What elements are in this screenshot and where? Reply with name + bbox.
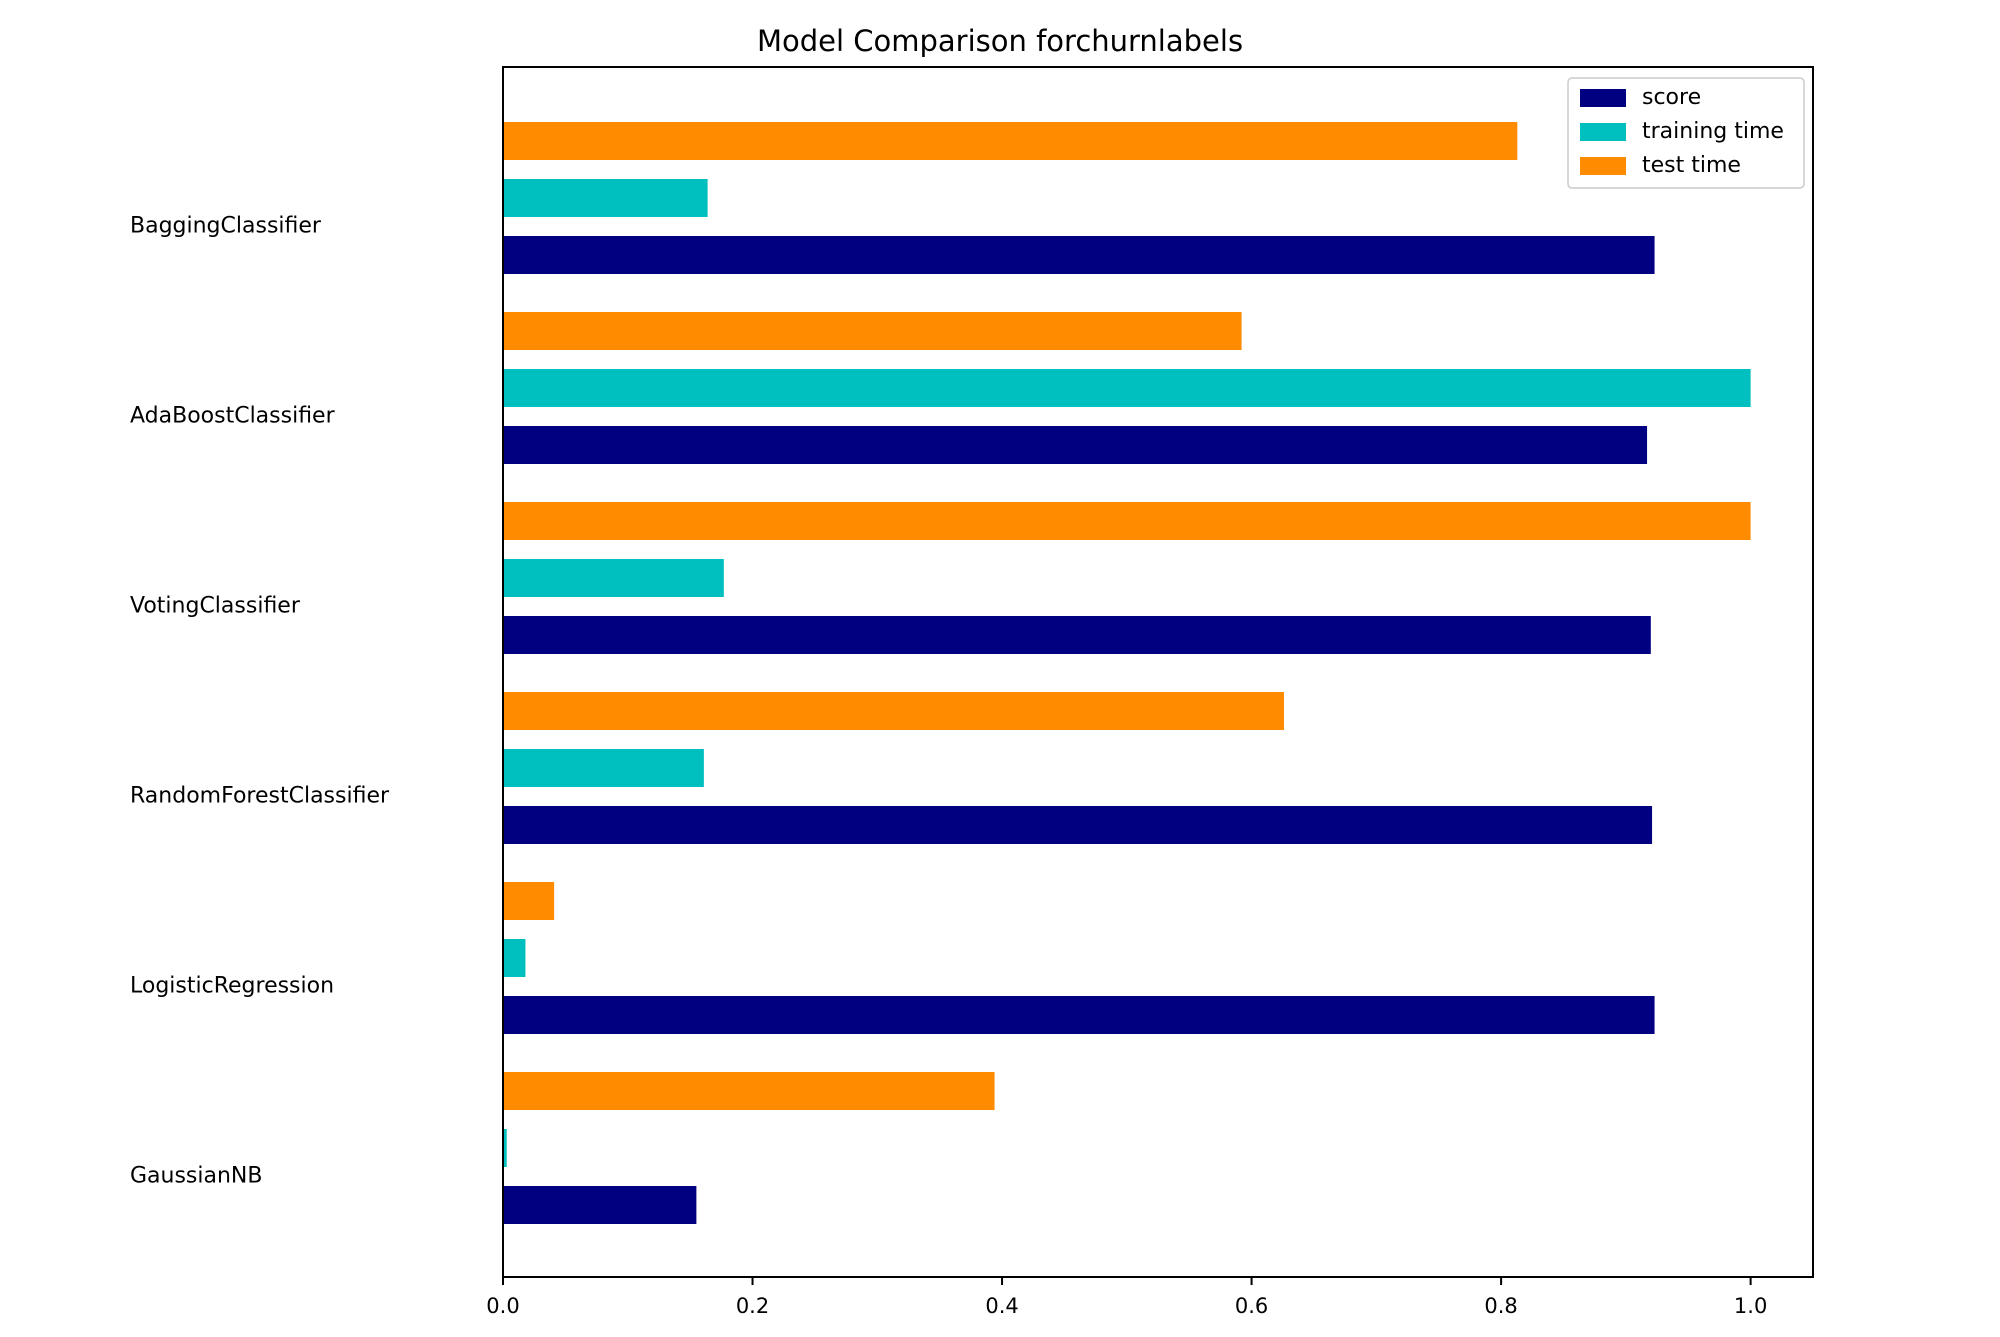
- bar-VotingClassifier-score: [503, 616, 1651, 654]
- legend-swatch-training-time: [1580, 123, 1626, 141]
- bar-GaussianNB-test-time: [503, 1072, 995, 1110]
- bar-AdaBoostClassifier-training-time: [503, 369, 1751, 407]
- legend-label-training-time: training time: [1642, 119, 1784, 144]
- legend-swatch-test-time: [1580, 157, 1626, 175]
- bar-RandomForestClassifier-test-time: [503, 692, 1285, 730]
- legend-label-score: score: [1642, 85, 1701, 110]
- y-tick-label: RandomForestClassifier: [130, 784, 390, 809]
- x-tick-label: 0.8: [1484, 1294, 1517, 1318]
- bar-BaggingClassifier-training-time: [503, 179, 708, 217]
- x-tick-label: 0.6: [1235, 1294, 1268, 1318]
- y-tick-label: LogisticRegression: [130, 974, 334, 999]
- bar-VotingClassifier-test-time: [503, 502, 1751, 540]
- bar-AdaBoostClassifier-score: [503, 426, 1648, 464]
- bar-GaussianNB-score: [503, 1186, 697, 1224]
- bar-LogisticRegression-training-time: [503, 939, 526, 977]
- legend: score training time test time: [1567, 77, 1805, 189]
- bar-VotingClassifier-training-time: [503, 559, 724, 597]
- x-tick-label: 0.2: [736, 1294, 769, 1318]
- x-axis: 0.0 0.2 0.4 0.6 0.8 1.0: [486, 1277, 1767, 1318]
- x-tick-label: 0.4: [985, 1294, 1018, 1318]
- bar-BaggingClassifier-score: [503, 236, 1655, 274]
- x-tick-label: 0.0: [486, 1294, 519, 1318]
- bars-layer: [503, 122, 1751, 1224]
- legend-swatch-score: [1580, 89, 1626, 107]
- legend-box: [1567, 77, 1805, 189]
- y-tick-label: AdaBoostClassifier: [130, 404, 336, 429]
- bar-LogisticRegression-test-time: [503, 882, 555, 920]
- bar-AdaBoostClassifier-test-time: [503, 312, 1242, 350]
- chart-title: Model Comparison forchurnlabels: [756, 24, 1244, 58]
- legend-label-test-time: test time: [1642, 153, 1741, 178]
- plot-frame: [502, 66, 1814, 1278]
- bar-RandomForestClassifier-training-time: [503, 749, 704, 787]
- bar-BaggingClassifier-test-time: [503, 122, 1518, 160]
- x-tick-label: 1.0: [1734, 1294, 1767, 1318]
- y-tick-label: BaggingClassifier: [130, 214, 322, 239]
- y-axis: BaggingClassifier AdaBoostClassifier Votin…: [130, 214, 390, 1189]
- y-tick-label: VotingClassifier: [130, 594, 301, 619]
- y-tick-label: GaussianNB: [130, 1164, 262, 1189]
- bar-GaussianNB-training-time: [503, 1129, 507, 1167]
- bar-RandomForestClassifier-score: [503, 806, 1653, 844]
- bar-LogisticRegression-score: [503, 996, 1655, 1034]
